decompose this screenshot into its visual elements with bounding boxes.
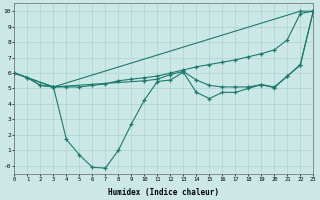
X-axis label: Humidex (Indice chaleur): Humidex (Indice chaleur) — [108, 188, 220, 197]
